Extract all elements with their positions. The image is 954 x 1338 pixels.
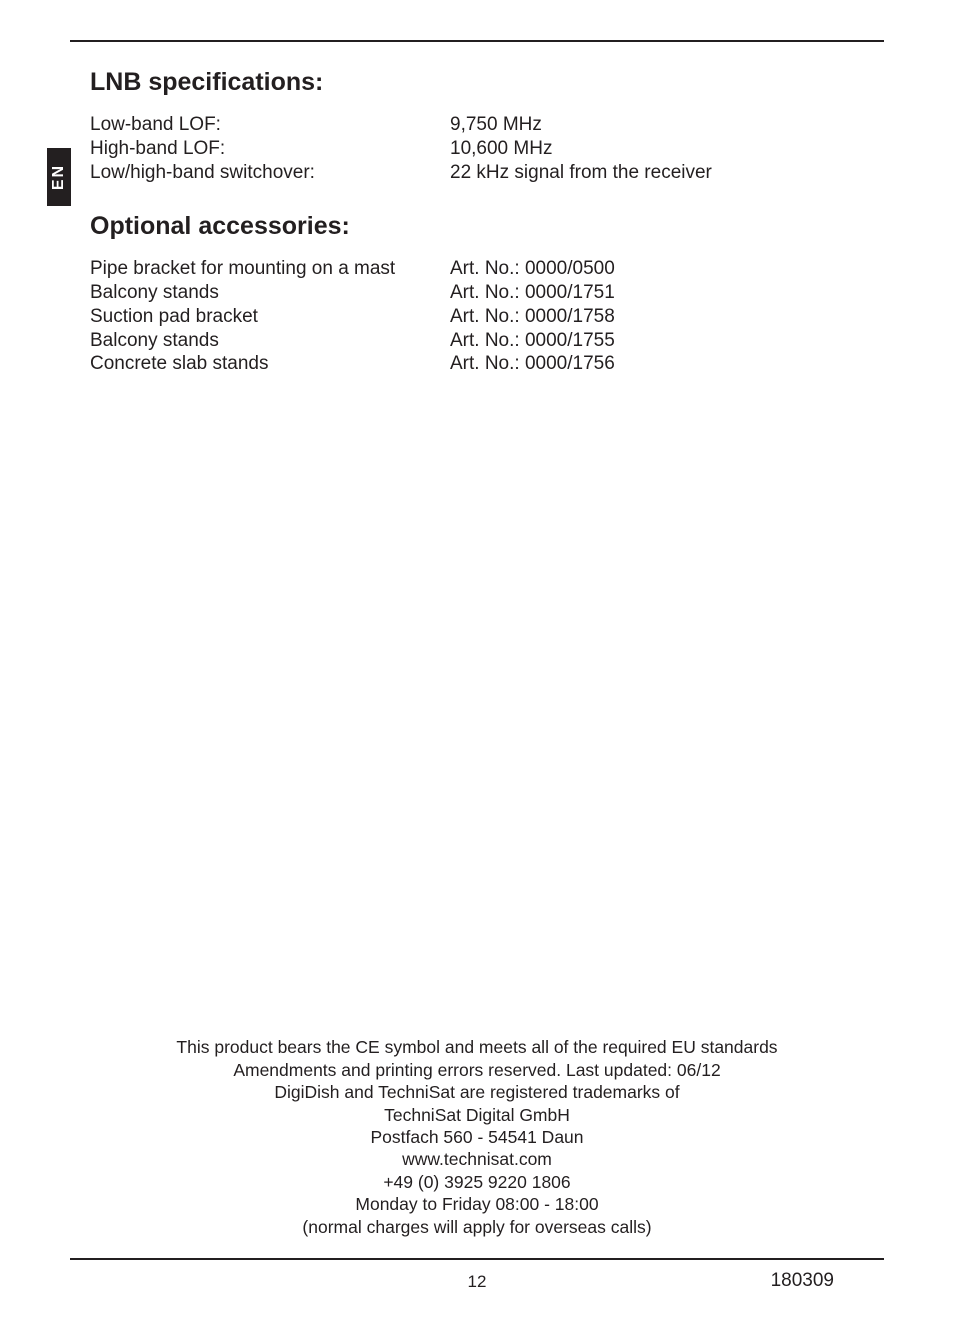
content-area: LNB specifications: Low-band LOF: 9,750 … <box>90 68 884 376</box>
accessory-row: Balcony stands Art. No.: 0000/1751 <box>90 281 884 305</box>
accessory-label: Suction pad bracket <box>90 305 450 329</box>
accessory-value: Art. No.: 0000/0500 <box>450 257 884 281</box>
language-tab-label: EN <box>50 164 68 190</box>
top-rule <box>70 40 884 42</box>
accessory-row: Suction pad bracket Art. No.: 0000/1758 <box>90 305 884 329</box>
accessory-label: Balcony stands <box>90 281 450 305</box>
spec-value: 9,750 MHz <box>450 113 884 137</box>
footer-line: This product bears the CE symbol and mee… <box>70 1036 884 1058</box>
footer-line: DigiDish and TechniSat are registered tr… <box>70 1081 884 1103</box>
spec-value: 10,600 MHz <box>450 137 884 161</box>
footer-line: Postfach 560 - 54541 Daun <box>70 1126 884 1148</box>
spacer <box>90 184 884 212</box>
spec-row: Low/high-band switchover: 22 kHz signal … <box>90 161 884 185</box>
accessories-heading: Optional accessories: <box>90 212 884 241</box>
spec-value: 22 kHz signal from the receiver <box>450 161 884 185</box>
bottom-rule <box>70 1258 884 1260</box>
footer-line: (normal charges will apply for overseas … <box>70 1216 884 1238</box>
accessory-row: Balcony stands Art. No.: 0000/1755 <box>90 329 884 353</box>
footer-line: +49 (0) 3925 9220 1806 <box>70 1171 884 1193</box>
footer-line: Monday to Friday 08:00 - 18:00 <box>70 1193 884 1215</box>
footer-line: Amendments and printing errors reserved.… <box>70 1059 884 1081</box>
accessory-label: Pipe bracket for mounting on a mast <box>90 257 450 281</box>
lnb-heading: LNB specifications: <box>90 68 884 97</box>
accessory-row: Concrete slab stands Art. No.: 0000/1756 <box>90 352 884 376</box>
accessory-value: Art. No.: 0000/1758 <box>450 305 884 329</box>
footer-line: www.technisat.com <box>70 1148 884 1170</box>
spec-label: Low/high-band switchover: <box>90 161 450 185</box>
accessory-value: Art. No.: 0000/1751 <box>450 281 884 305</box>
accessories-table: Pipe bracket for mounting on a mast Art.… <box>90 257 884 376</box>
spec-row: Low-band LOF: 9,750 MHz <box>90 113 884 137</box>
accessory-label: Balcony stands <box>90 329 450 353</box>
accessory-row: Pipe bracket for mounting on a mast Art.… <box>90 257 884 281</box>
page: EN LNB specifications: Low-band LOF: 9,7… <box>0 0 954 1338</box>
lnb-spec-table: Low-band LOF: 9,750 MHz High-band LOF: 1… <box>90 113 884 184</box>
spec-label: Low-band LOF: <box>90 113 450 137</box>
accessory-value: Art. No.: 0000/1755 <box>450 329 884 353</box>
accessory-label: Concrete slab stands <box>90 352 450 376</box>
footer-line: TechniSat Digital GmbH <box>70 1104 884 1126</box>
spec-label: High-band LOF: <box>90 137 450 161</box>
document-id: 180309 <box>771 1270 834 1292</box>
language-tab: EN <box>47 148 71 206</box>
footer-block: This product bears the CE symbol and mee… <box>70 1036 884 1238</box>
accessory-value: Art. No.: 0000/1756 <box>450 352 884 376</box>
spec-row: High-band LOF: 10,600 MHz <box>90 137 884 161</box>
